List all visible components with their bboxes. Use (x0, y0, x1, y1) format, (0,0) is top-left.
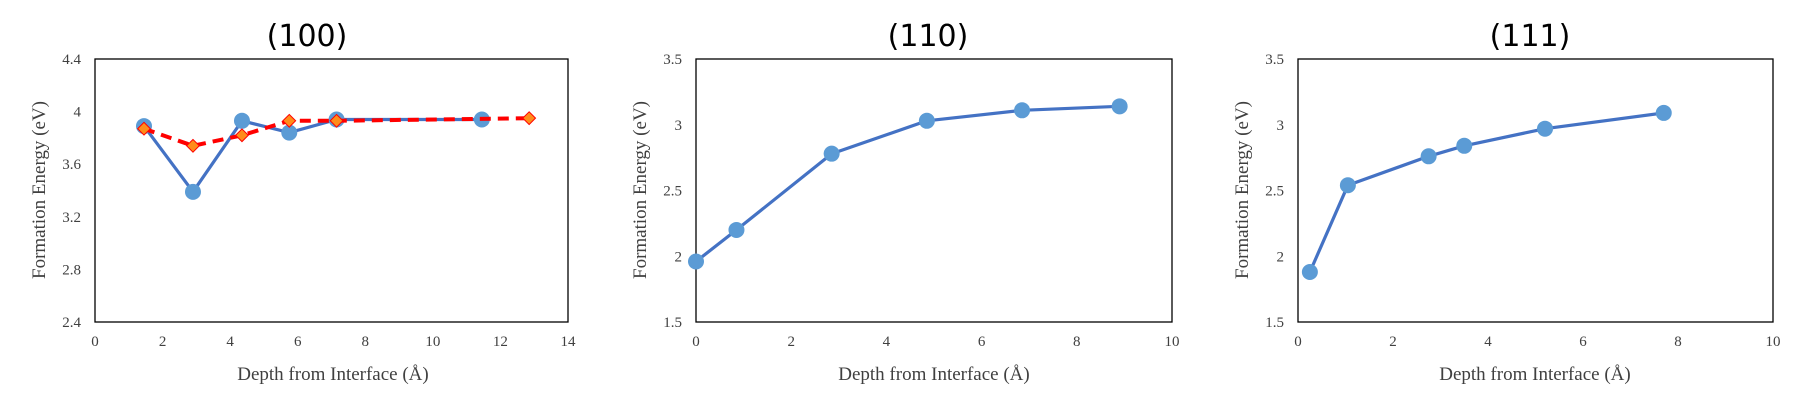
x-axis-label: Depth from Interface (Å) (838, 364, 1029, 385)
x-tick-label: 0 (1294, 334, 1302, 350)
y-tick-label: 4.4 (62, 52, 81, 68)
y-axis-label: Formation Energy (eV) (1232, 101, 1253, 279)
data-point (1655, 104, 1672, 121)
x-tick-label: 2 (159, 334, 167, 350)
y-axis-label: Formation Energy (eV) (630, 101, 651, 279)
series-line-0 (1308, 111, 1665, 273)
chart-panel-110: (110) Depth from Interface (Å) Formation… (630, 19, 1180, 385)
data-point (233, 112, 250, 129)
data-point (185, 138, 201, 153)
y-tick-label: 4 (74, 105, 82, 121)
x-tick-label: 2 (1389, 334, 1397, 350)
series-line-0 (142, 117, 482, 194)
data-point (522, 111, 537, 126)
data-point (1014, 102, 1031, 119)
panel-title: (110) (888, 19, 969, 54)
x-tick-label: 12 (493, 334, 508, 350)
data-point (1537, 120, 1553, 137)
panel-title: (111) (1490, 19, 1571, 54)
panel-title: (100) (267, 19, 348, 54)
data-point (136, 121, 152, 136)
y-tick-label: 3 (675, 118, 683, 134)
y-tick-label: 2.5 (1265, 184, 1284, 200)
chart-panel-100: (100) Depth from Interface (Å) Formation… (29, 19, 576, 385)
y-tick-label: 2 (675, 249, 683, 265)
plot-area-frame (1297, 58, 1774, 323)
x-tick-label: 6 (1579, 334, 1587, 350)
x-axis-label: Depth from Interface (Å) (1439, 364, 1630, 385)
y-tick-label: 2.8 (62, 262, 81, 278)
data-point (823, 145, 840, 162)
plot-area-frame (94, 58, 569, 323)
y-tick-label: 1.5 (1265, 315, 1284, 331)
y-tick-label: 2.5 (663, 184, 682, 200)
data-point (184, 183, 201, 200)
y-tick-label: 3.2 (62, 210, 81, 226)
y-tick-label: 3 (1277, 118, 1285, 134)
data-point (234, 128, 250, 143)
y-axis-label: Formation Energy (eV) (29, 101, 50, 279)
x-tick-label: 14 (561, 334, 577, 350)
x-tick-label: 2 (787, 334, 795, 350)
chart-panel-111: (111) Depth from Interface (Å) Formation… (1232, 19, 1781, 385)
x-tick-label: 6 (294, 334, 302, 350)
x-tick-label: 6 (978, 334, 986, 350)
data-point (918, 112, 935, 129)
x-tick-label: 4 (1484, 334, 1492, 350)
x-tick-label: 4 (883, 334, 891, 350)
data-point (1420, 148, 1437, 165)
y-tick-label: 2 (1277, 249, 1285, 265)
data-point (1111, 98, 1128, 115)
y-tick-label: 3.5 (1265, 52, 1284, 68)
x-axis-label: Depth from Interface (Å) (237, 364, 428, 385)
x-tick-label: 10 (425, 334, 440, 350)
data-point (282, 113, 297, 128)
series-line-0 (695, 104, 1120, 263)
data-point (1301, 264, 1318, 281)
y-tick-label: 3.5 (663, 52, 682, 68)
x-tick-label: 4 (226, 334, 234, 350)
data-point (1339, 177, 1356, 194)
y-tick-label: 1.5 (663, 315, 682, 331)
series-line-1 (143, 116, 530, 148)
data-point (1456, 137, 1473, 154)
x-tick-label: 10 (1766, 334, 1781, 350)
data-point (281, 124, 298, 141)
x-tick-label: 8 (1073, 334, 1081, 350)
x-tick-label: 8 (362, 334, 370, 350)
plot-area-frame (695, 58, 1173, 323)
data-point (688, 253, 704, 270)
data-point (329, 113, 344, 128)
x-tick-label: 10 (1165, 334, 1180, 350)
x-tick-label: 8 (1674, 334, 1682, 350)
y-tick-label: 2.4 (62, 315, 81, 331)
x-tick-label: 0 (91, 334, 99, 350)
x-tick-label: 0 (692, 334, 700, 350)
data-point (728, 221, 745, 238)
y-tick-label: 3.6 (62, 157, 81, 173)
